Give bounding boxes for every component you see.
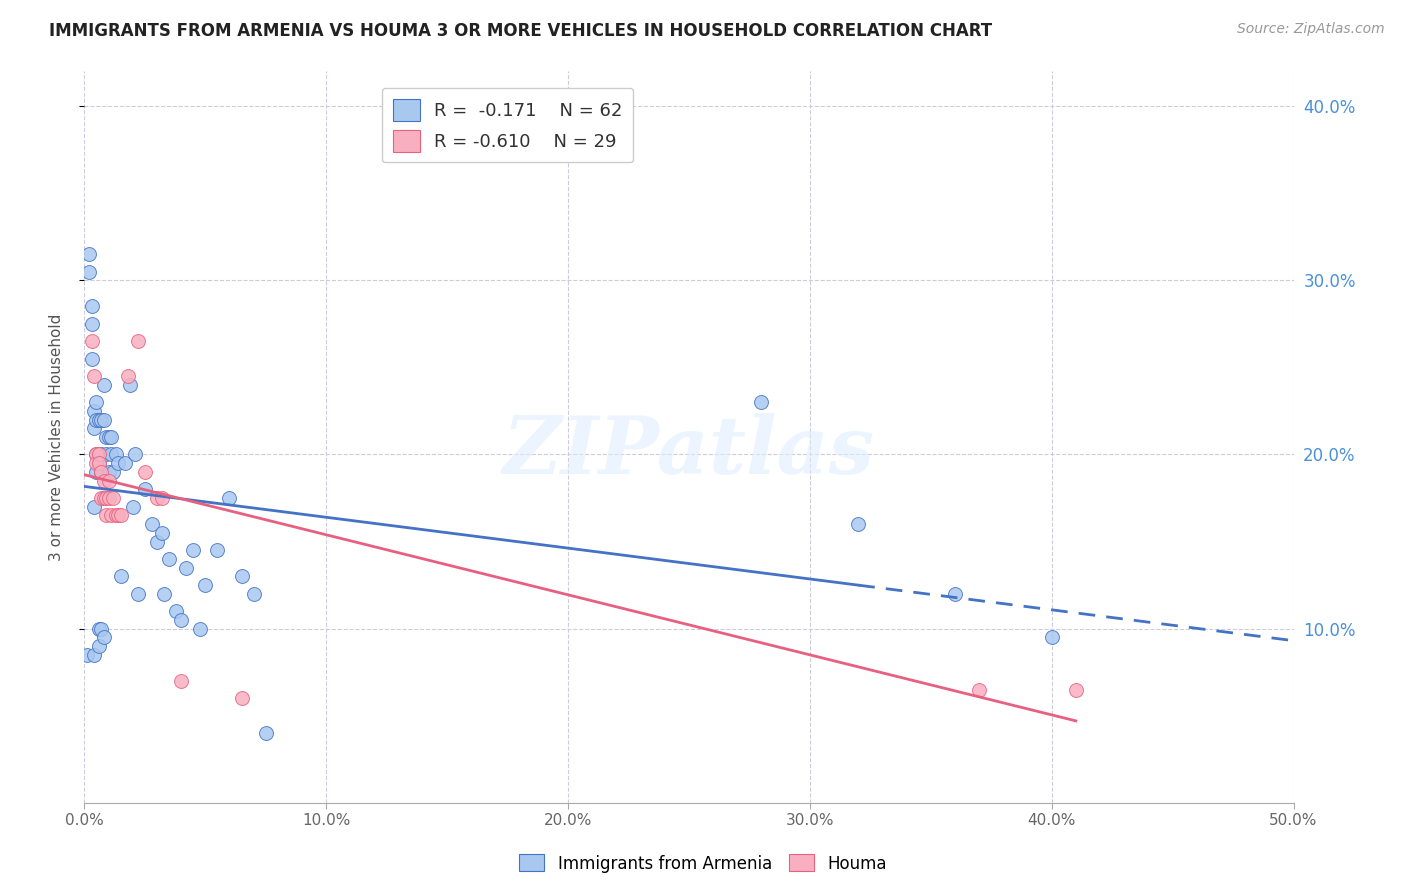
- Point: [150, 491, 173, 505]
- Point: [83, 500, 105, 514]
- Point: [93, 631, 115, 645]
- Point: [97, 491, 120, 505]
- Point: [80, 351, 103, 366]
- Point: [218, 491, 240, 505]
- Text: ZIPatlas: ZIPatlas: [503, 413, 875, 491]
- Point: [83, 648, 105, 662]
- Point: [134, 465, 156, 479]
- Point: [90, 448, 112, 462]
- Point: [104, 508, 127, 523]
- Point: [146, 534, 169, 549]
- Point: [110, 569, 132, 583]
- Point: [1064, 682, 1087, 697]
- Point: [157, 552, 180, 566]
- Point: [170, 673, 193, 688]
- Point: [87, 622, 110, 636]
- Point: [97, 465, 120, 479]
- Point: [967, 682, 990, 697]
- Point: [127, 587, 149, 601]
- Point: [110, 508, 132, 523]
- Point: [231, 691, 253, 706]
- Point: [117, 369, 139, 384]
- Point: [94, 508, 117, 523]
- Y-axis label: 3 or more Vehicles in Household: 3 or more Vehicles in Household: [49, 313, 63, 561]
- Point: [86, 448, 108, 462]
- Point: [103, 491, 125, 505]
- Point: [846, 517, 869, 532]
- Text: Source: ZipAtlas.com: Source: ZipAtlas.com: [1237, 22, 1385, 37]
- Point: [83, 369, 105, 384]
- Point: [121, 500, 143, 514]
- Point: [90, 465, 112, 479]
- Point: [86, 448, 108, 462]
- Point: [254, 726, 277, 740]
- Point: [103, 465, 125, 479]
- Point: [80, 334, 103, 349]
- Point: [87, 448, 110, 462]
- Point: [134, 483, 156, 497]
- Point: [943, 587, 966, 601]
- Point: [242, 587, 264, 601]
- Point: [107, 456, 129, 470]
- Point: [100, 448, 122, 462]
- Point: [97, 430, 120, 444]
- Point: [100, 430, 122, 444]
- Point: [86, 456, 108, 470]
- Point: [1040, 631, 1063, 645]
- Point: [751, 395, 773, 409]
- Point: [83, 421, 105, 435]
- Point: [93, 474, 115, 488]
- Text: IMMIGRANTS FROM ARMENIA VS HOUMA 3 OR MORE VEHICLES IN HOUSEHOLD CORRELATION CHA: IMMIGRANTS FROM ARMENIA VS HOUMA 3 OR MO…: [49, 22, 993, 40]
- Point: [86, 395, 108, 409]
- Point: [194, 578, 217, 592]
- Point: [146, 491, 169, 505]
- Point: [153, 587, 176, 601]
- Point: [90, 491, 112, 505]
- Point: [87, 639, 110, 653]
- Point: [174, 560, 197, 574]
- Point: [104, 448, 127, 462]
- Point: [90, 465, 112, 479]
- Point: [165, 604, 187, 618]
- Point: [114, 456, 136, 470]
- Point: [107, 508, 129, 523]
- Point: [87, 448, 110, 462]
- Point: [86, 465, 108, 479]
- Point: [94, 491, 117, 505]
- Point: [80, 300, 103, 314]
- Point: [87, 456, 110, 470]
- Point: [86, 412, 108, 426]
- Point: [100, 508, 122, 523]
- Point: [77, 265, 100, 279]
- Point: [87, 456, 110, 470]
- Point: [90, 412, 112, 426]
- Point: [87, 412, 110, 426]
- Point: [181, 543, 204, 558]
- Point: [83, 404, 105, 418]
- Point: [231, 569, 253, 583]
- Point: [190, 622, 212, 636]
- Point: [170, 613, 193, 627]
- Point: [76, 648, 98, 662]
- Point: [207, 543, 229, 558]
- Point: [93, 491, 115, 505]
- Point: [97, 474, 120, 488]
- Point: [93, 377, 115, 392]
- Point: [94, 448, 117, 462]
- Legend: Immigrants from Armenia, Houma: Immigrants from Armenia, Houma: [513, 847, 893, 880]
- Point: [120, 377, 142, 392]
- Point: [127, 334, 149, 349]
- Legend: R =  -0.171    N = 62, R = -0.610    N = 29: R = -0.171 N = 62, R = -0.610 N = 29: [382, 87, 633, 162]
- Point: [93, 412, 115, 426]
- Point: [124, 448, 146, 462]
- Point: [94, 430, 117, 444]
- Point: [77, 247, 100, 261]
- Point: [141, 517, 163, 532]
- Point: [90, 622, 112, 636]
- Point: [150, 525, 173, 540]
- Point: [80, 317, 103, 331]
